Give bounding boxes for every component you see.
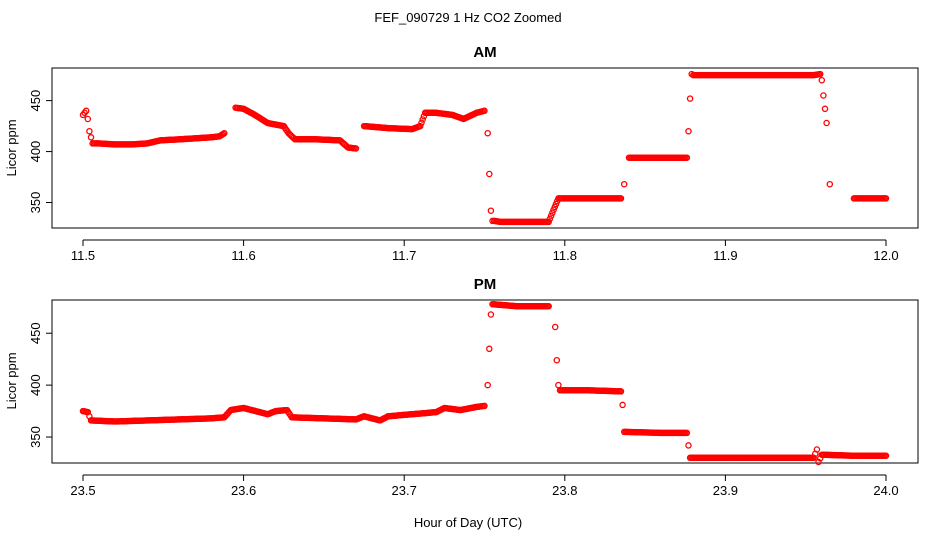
data-point — [484, 129, 491, 137]
data-point — [82, 107, 90, 115]
data-point — [815, 458, 822, 466]
data-point — [823, 119, 830, 127]
x-tick-label: 24.0 — [873, 483, 898, 498]
y-tick-label: 450 — [28, 322, 43, 344]
data-point — [547, 212, 555, 220]
x-tick-label: 23.6 — [231, 483, 256, 498]
panel-pm-y-label: Licor ppm — [4, 352, 19, 409]
data-point — [481, 107, 488, 115]
data-point — [617, 195, 625, 202]
data-point — [418, 119, 425, 127]
data-point — [620, 180, 628, 188]
data-point — [686, 95, 694, 102]
data-point — [685, 442, 692, 449]
data-point — [821, 105, 829, 113]
data-point — [619, 401, 626, 409]
x-tick-label: 11.6 — [231, 248, 255, 263]
data-point — [820, 92, 827, 99]
data-point — [545, 218, 552, 226]
data-point — [551, 323, 559, 331]
data-point — [417, 122, 424, 130]
panel-am-y-label: Licor ppm — [4, 119, 19, 176]
y-tick-label: 350 — [28, 192, 43, 214]
panel-am-y-axis: 350 400 450 — [28, 90, 53, 214]
panel-am: AM 11.5 11.6 11.7 11.8 11.9 12.0 350 400 450 Li… — [4, 44, 919, 263]
x-tick-label: 23.7 — [392, 483, 417, 498]
data-point — [617, 388, 625, 395]
data-point — [882, 452, 890, 459]
panel-pm-title: PM — [474, 276, 497, 293]
x-tick-label: 23.5 — [70, 483, 95, 498]
figure-title: FEF_090729 1 Hz CO2 Zoomed — [374, 10, 561, 25]
data-point — [486, 170, 493, 178]
x-tick-label: 23.8 — [552, 483, 577, 498]
x-tick-label: 11.8 — [553, 248, 577, 263]
data-point — [352, 145, 360, 152]
y-tick-label: 400 — [28, 141, 43, 163]
panel-am-title: AM — [473, 44, 496, 61]
data-point — [86, 127, 93, 135]
data-point — [683, 154, 691, 161]
x-tick-label: 11.9 — [713, 248, 737, 263]
data-point — [826, 180, 834, 188]
y-tick-label: 400 — [28, 374, 43, 396]
x-tick-label: 11.7 — [392, 248, 416, 263]
data-point — [546, 215, 554, 223]
data-point — [813, 446, 821, 453]
data-point — [549, 209, 556, 216]
x-tick-label: 12.0 — [873, 248, 898, 263]
data-point — [553, 356, 561, 364]
data-point — [487, 311, 495, 318]
data-point — [882, 195, 890, 202]
data-point — [419, 116, 426, 123]
data-point — [818, 76, 826, 84]
data-point — [87, 134, 95, 141]
y-tick-label: 350 — [28, 426, 43, 448]
panel-am-points — [79, 70, 890, 226]
data-point — [487, 207, 495, 214]
data-point — [481, 402, 488, 410]
data-point — [84, 115, 92, 123]
x-tick-label: 11.5 — [71, 248, 95, 263]
y-tick-label: 450 — [28, 90, 43, 112]
x-axis-label: Hour of Day (UTC) — [414, 515, 522, 530]
x-tick-label: 23.9 — [713, 483, 738, 498]
data-point — [484, 381, 491, 389]
data-point — [685, 127, 692, 135]
data-point — [221, 129, 228, 137]
panel-pm-x-axis: 23.5 23.6 23.7 23.8 23.9 24.0 — [70, 474, 899, 498]
panel-am-x-axis: 11.5 11.6 11.7 11.8 11.9 12.0 — [71, 239, 899, 263]
data-point — [545, 302, 552, 310]
panel-pm-points — [79, 300, 890, 466]
data-point — [683, 429, 691, 437]
data-point — [816, 70, 824, 78]
panel-pm: PM 23.5 23.6 23.7 23.8 23.9 24.0 350 400 450 Li… — [4, 276, 919, 498]
panel-pm-y-axis: 350 400 450 — [28, 322, 53, 448]
data-point — [486, 345, 493, 353]
